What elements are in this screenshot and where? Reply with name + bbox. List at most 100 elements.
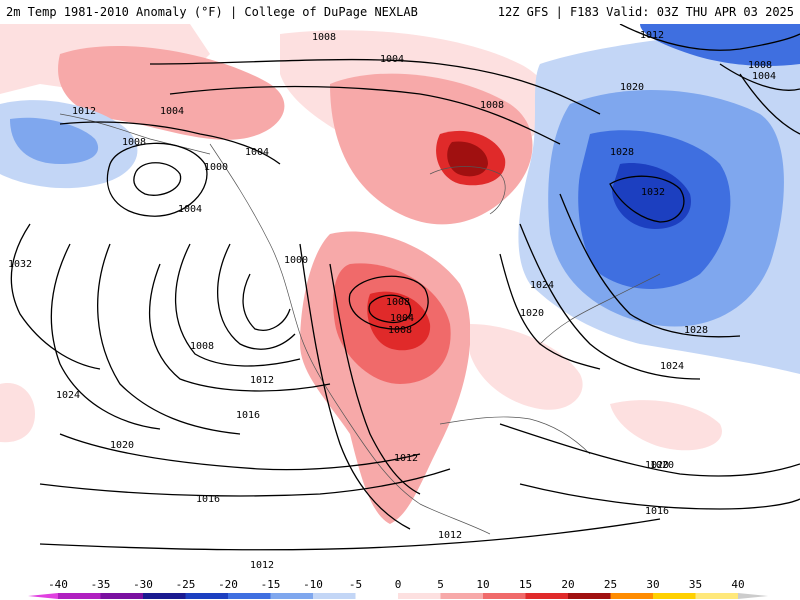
cold-anomaly-bering-core (10, 117, 99, 164)
legend-canvas: -40 -35 -30 -25 -20 -15 -10 -5 0 5 10 15 20 25 30 35 40 (28, 578, 768, 599)
isobar-label: 1020 (650, 460, 674, 471)
legend-tick-label: -15 (261, 578, 281, 591)
legend-color-bin (398, 593, 441, 599)
legend-tick-labels: -40 -35 -30 -25 -20 -15 -10 -5 0 5 10 15 20 25 30 35 40 (48, 578, 745, 591)
legend-min-arrow (28, 593, 58, 599)
run-valid-time: 12Z GFS | F183 Valid: 03Z THU APR 03 202… (497, 5, 794, 19)
map-header: 2m Temp 1981-2010 Anomaly (°F) | College… (0, 0, 800, 24)
isobar-label: 1012 (72, 106, 96, 117)
isobar-label: 1008 (388, 325, 412, 336)
isobar-labels: 1008 1004 1008 1004 1012 1008 1004 1000 … (8, 30, 776, 571)
isobar-label: 1020 (110, 440, 134, 451)
isobar-1000-coast (242, 273, 291, 331)
gulf-coast (439, 416, 591, 455)
legend-color-bin (440, 593, 483, 599)
legend-color-bin (610, 593, 653, 599)
legend-tick-label: -25 (176, 578, 196, 591)
legend-tick-label: -20 (218, 578, 238, 591)
isobar-1008-west-low (348, 275, 429, 330)
isobar-1012-ne (619, 24, 800, 51)
isobar-label: 1020 (520, 308, 544, 319)
warm-anomaly-southeast (470, 324, 583, 410)
isobar-label: 1004 (245, 147, 269, 158)
warm-anomaly-rockies-max (367, 291, 431, 351)
warm-anomaly-central-canada (330, 73, 533, 225)
isobar-label: 1008 (190, 341, 214, 352)
cold-anomaly-quebec-core (612, 163, 691, 229)
isobar-1012-south (39, 518, 661, 551)
legend-color-bin (653, 593, 696, 599)
isobar-1024-west (50, 243, 161, 430)
isobar-1032-east (609, 175, 685, 223)
isobar-1004-nw (59, 121, 281, 165)
isobar-label: 1016 (236, 410, 260, 421)
legend-tick-label: 10 (476, 578, 489, 591)
isobar-label: 1012 (438, 530, 462, 541)
isobar-label: 1008 (480, 100, 504, 111)
isobar-label: 1024 (530, 280, 554, 291)
isobar-1016-pac (39, 468, 451, 497)
isobar-1012-trough (329, 263, 421, 495)
legend-color-bar (28, 593, 768, 599)
hudson-bay-coast (429, 166, 506, 215)
legend-color-bin (313, 593, 356, 599)
legend-color-bin (483, 593, 526, 599)
legend-tick-label: 25 (604, 578, 617, 591)
legend-tick-label: 0 (395, 578, 402, 591)
legend-color-bin (185, 593, 228, 599)
legend-tick-label: 20 (561, 578, 574, 591)
isobar-label: 1008 (748, 60, 772, 71)
isobar-1004-coast (217, 243, 296, 350)
legend-color-bin (525, 593, 568, 599)
isobar-label: 1028 (684, 325, 708, 336)
map-canvas: 1008 1004 1008 1004 1012 1008 1004 1000 … (0, 24, 800, 571)
legend-color-bin (568, 593, 611, 599)
warm-anomaly-alaska (58, 45, 285, 140)
color-scale-legend: -40 -35 -30 -25 -20 -15 -10 -5 0 5 10 15 20 25 30 35 40 (0, 576, 800, 600)
warm-anomaly-atlantic (610, 400, 722, 451)
isobar-label: 1032 (8, 259, 32, 270)
isobar-label: 1024 (660, 361, 684, 372)
isobar-label: 1020 (645, 460, 669, 471)
isobar-label: 1012 (250, 560, 274, 571)
isobar-label: 1016 (645, 506, 669, 517)
coastlines (59, 113, 661, 535)
isobar-1020-pac (59, 433, 421, 471)
isobar-label: 1000 (284, 255, 308, 266)
isobar-1012-pac (148, 263, 331, 392)
isobar-label: 1016 (196, 494, 220, 505)
isobar-1008-pac (174, 243, 301, 367)
legend-tick-label: -35 (91, 578, 111, 591)
isobar-1016-atlantic (519, 483, 800, 510)
legend-color-bin (355, 593, 398, 599)
isobar-label: 1028 (610, 147, 634, 158)
isobar-1020-east (499, 253, 601, 370)
isobars (10, 24, 800, 551)
isobar-1008-ne (719, 63, 800, 91)
isobar-1016-west (97, 243, 241, 435)
alaska-coast (59, 113, 211, 155)
isobar-label: 1012 (250, 375, 274, 386)
isobar-label: 1008 (122, 137, 146, 148)
isobar-1016-trough (299, 243, 411, 530)
isobar-1004-low (106, 142, 208, 217)
map-title: 2m Temp 1981-2010 Anomaly (°F) | College… (6, 5, 418, 19)
isobar-1004-north (149, 58, 601, 115)
legend-color-bin (58, 593, 101, 599)
legend-color-bin (695, 593, 738, 599)
isobar-label: 1012 (394, 453, 418, 464)
legend-tick-label: 35 (689, 578, 702, 591)
legend-tick-label: -40 (48, 578, 68, 591)
west-coast (209, 143, 491, 535)
isobar-label: 1004 (160, 106, 184, 117)
legend-tick-label: 30 (646, 578, 659, 591)
isobar-label: 1004 (178, 204, 202, 215)
isobar-label: 1000 (204, 162, 228, 173)
isobar-1020-atlantic (499, 423, 800, 477)
isobar-label: 1008 (312, 32, 336, 43)
isobar-1000-low (133, 162, 182, 196)
isobar-1004-west-low (368, 294, 412, 324)
isobar-label: 1032 (641, 187, 665, 198)
warm-anomaly-east-pacific (0, 383, 35, 443)
isobar-label: 1004 (752, 71, 776, 82)
